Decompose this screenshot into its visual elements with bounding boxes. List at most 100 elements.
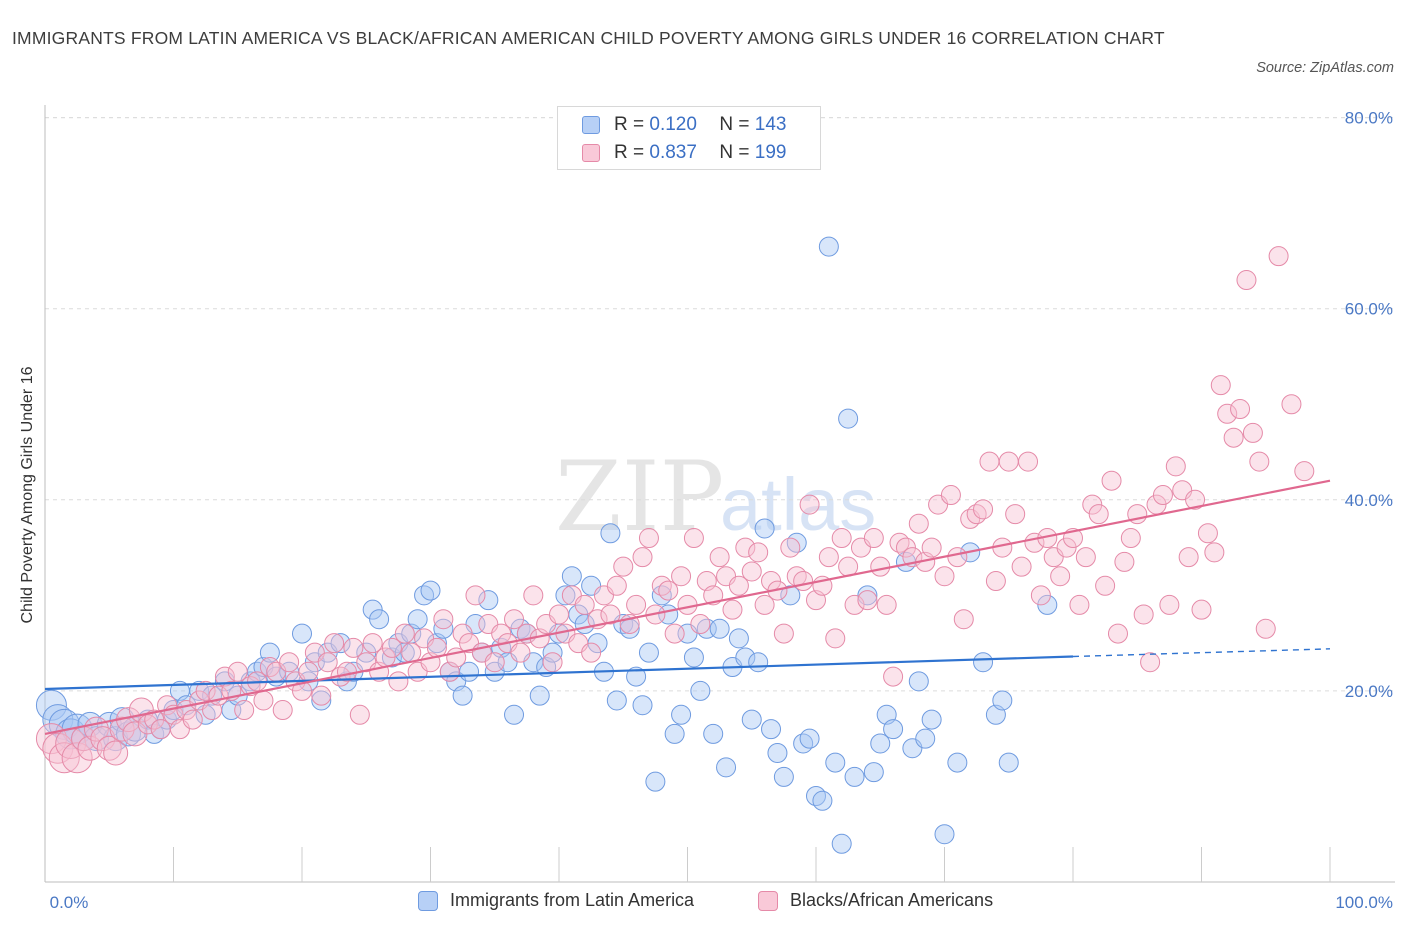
latin-america-point (362, 599, 383, 620)
latin-america-point (728, 628, 749, 649)
black-african-american-point (1281, 394, 1302, 415)
black-african-american-point (934, 566, 955, 587)
latin-america-point (767, 743, 788, 764)
black-african-american-point (895, 537, 916, 558)
black-african-american-point (1018, 451, 1039, 472)
black-african-american-point (1069, 594, 1090, 615)
black-african-american-point (773, 623, 794, 644)
latin-america-point (638, 642, 659, 663)
latin-america-point (555, 585, 576, 606)
black-african-american-point (1011, 556, 1032, 577)
black-african-american-point (253, 690, 274, 711)
black-african-american-point (857, 590, 878, 611)
y-tick-label: 80.0% (1345, 109, 1393, 128)
black-african-american-point (1107, 623, 1128, 644)
black-african-american-point (921, 537, 942, 558)
legend-swatch-blue (582, 116, 600, 134)
latin-america-point (883, 719, 904, 740)
black-african-american-point (388, 671, 409, 692)
latin-america-point (709, 618, 730, 639)
latin-america-point (863, 762, 884, 783)
latin-america-point (992, 690, 1013, 711)
black-african-american-point (1101, 470, 1122, 491)
black-african-american-point (1242, 422, 1263, 443)
latin-america-point (690, 680, 711, 701)
latin-america-point (626, 666, 647, 687)
black-african-american-point (1197, 523, 1218, 544)
black-african-american-point (1249, 451, 1270, 472)
black-african-american-point (671, 566, 692, 587)
legend-n-value-pink: 199 (754, 142, 787, 163)
black-african-american-point (818, 547, 839, 568)
latin-america-point (369, 609, 390, 630)
black-african-american-point (1133, 604, 1154, 625)
black-african-american-point (844, 594, 865, 615)
latin-america-point (529, 685, 550, 706)
latin-america-point (825, 752, 846, 773)
legend-swatch-pink (582, 144, 600, 162)
correlation-legend: R = 0.120 N = 143 R = 0.837 N = 199 (557, 106, 821, 170)
black-african-american-point (581, 642, 602, 663)
black-african-american-point (1204, 542, 1225, 563)
black-african-american-trend-line (44, 479, 1331, 735)
latin-america-point (741, 709, 762, 730)
black-african-american-point (504, 609, 525, 630)
black-african-american-point (195, 680, 216, 701)
black-african-american-point (1191, 599, 1212, 620)
black-african-american-point (748, 542, 769, 563)
chart-title: IMMIGRANTS FROM LATIN AMERICA VS BLACK/A… (12, 28, 1165, 48)
black-african-american-point (658, 580, 679, 601)
legend-row-pink: R = 0.837 N = 199 (582, 140, 786, 166)
latin-america-point (561, 566, 582, 587)
latin-america-point (452, 685, 473, 706)
latin-america-point (83, 726, 109, 752)
black-african-american-point (549, 604, 569, 625)
black-african-american-point (452, 623, 473, 644)
black-african-american-point (182, 709, 203, 730)
black-african-american-point (1082, 494, 1103, 515)
legend-swatch-black-african-american (758, 890, 778, 911)
black-african-american-point (1095, 575, 1116, 596)
black-african-american-point (394, 623, 415, 644)
latin-america-point (947, 752, 968, 773)
latin-america-point (921, 709, 942, 730)
black-african-american-point (632, 547, 653, 568)
latin-america-point (606, 690, 627, 711)
x-tick-label-max: 100.0% (1335, 893, 1393, 912)
legend-item-latin-america[interactable]: Immigrants from Latin America (418, 890, 694, 911)
latin-america-point (761, 719, 782, 740)
latin-america-point (934, 824, 955, 845)
black-african-american-point (947, 547, 968, 568)
legend-r-label: R = (614, 142, 650, 163)
latin-america-point (683, 647, 704, 668)
latin-america-point (420, 580, 441, 601)
black-african-american-point (1294, 461, 1315, 482)
latin-america-point (716, 757, 737, 778)
black-african-american-point (728, 575, 749, 596)
black-african-american-point (683, 528, 704, 549)
black-african-american-point (1152, 485, 1173, 506)
latin-america-point (844, 766, 865, 787)
latin-america-point (799, 728, 820, 749)
latin-america-point (600, 523, 621, 544)
black-african-american-point (1114, 551, 1135, 572)
latin-america-point (973, 652, 994, 673)
black-african-american-point (1236, 270, 1257, 291)
black-african-american-point (1255, 618, 1276, 639)
black-african-american-point (793, 571, 814, 592)
black-african-american-point (343, 637, 364, 658)
latin-america-point (908, 671, 929, 692)
black-african-american-point (876, 594, 897, 615)
black-african-american-point (324, 633, 345, 654)
black-african-american-point (1159, 594, 1180, 615)
black-african-american-point (510, 642, 531, 663)
black-african-american-point (953, 609, 974, 630)
black-african-american-point (1030, 585, 1051, 606)
black-african-american-point (1075, 547, 1096, 568)
legend-item-black-african-american[interactable]: Blacks/African Americans (758, 890, 993, 911)
black-african-american-point (523, 585, 544, 606)
latin-america-point (812, 790, 833, 811)
black-african-american-point (613, 556, 634, 577)
black-african-american-point (709, 547, 730, 568)
latin-america-point (42, 704, 74, 736)
